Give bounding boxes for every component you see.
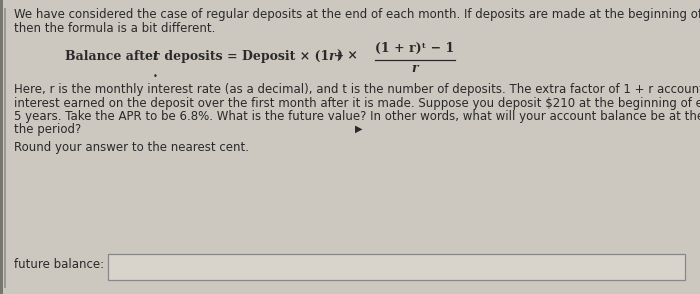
Text: r: r	[412, 62, 419, 75]
Text: interest earned on the deposit over the first month after it is made. Suppose yo: interest earned on the deposit over the …	[14, 96, 700, 109]
Text: 5 years. Take the APR to be 6.8%. What is the future value? In other words, what: 5 years. Take the APR to be 6.8%. What i…	[14, 110, 700, 123]
Text: the period?: the period?	[14, 123, 81, 136]
Text: Here, r is the monthly interest rate (as a decimal), and t is the number of depo: Here, r is the monthly interest rate (as…	[14, 83, 700, 96]
Text: ) ×: ) ×	[337, 50, 358, 63]
Text: future balance:: future balance:	[14, 258, 104, 271]
Bar	[0, 0, 3, 294]
Text: Balance after: Balance after	[65, 50, 164, 63]
Text: t: t	[152, 50, 158, 63]
Text: then the formula is a bit different.: then the formula is a bit different.	[14, 22, 216, 35]
Text: •: •	[153, 72, 158, 81]
Text: We have considered the case of regular deposits at the end of each month. If dep: We have considered the case of regular d…	[14, 8, 700, 21]
Text: Round your answer to the nearest cent.: Round your answer to the nearest cent.	[14, 141, 249, 153]
Text: r: r	[328, 50, 335, 63]
Text: deposits = Deposit × (1 +: deposits = Deposit × (1 +	[160, 50, 349, 63]
Bar	[4, 8, 6, 288]
Text: ▶: ▶	[355, 123, 363, 133]
Bar	[108, 254, 685, 280]
Text: (1 + r)ᵗ − 1: (1 + r)ᵗ − 1	[375, 42, 454, 55]
